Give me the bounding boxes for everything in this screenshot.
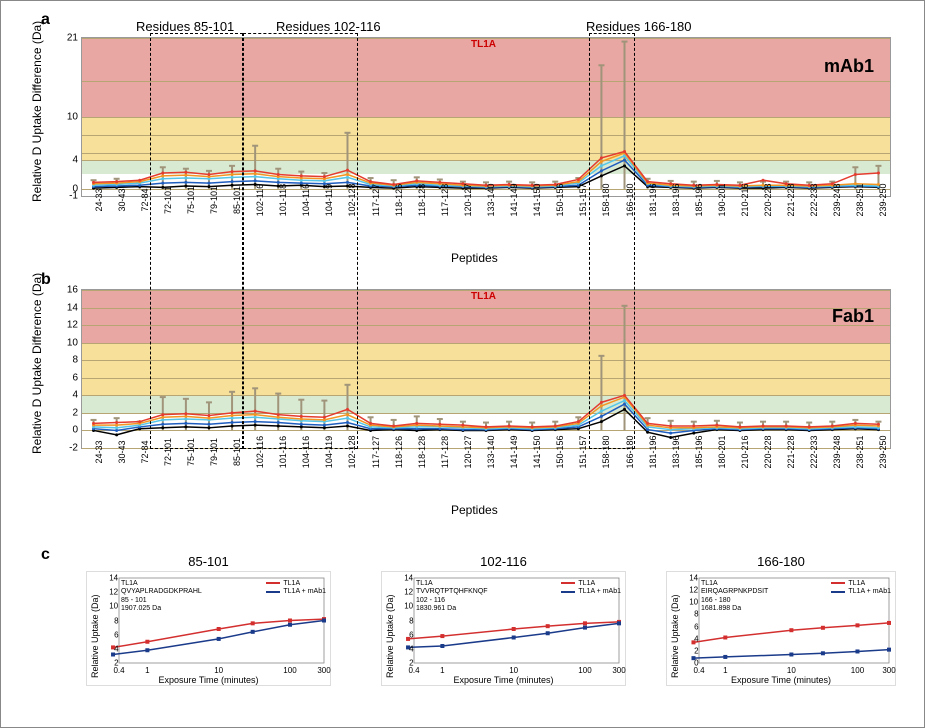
chart-b-tl1a: TL1A [471, 291, 496, 302]
chart-a-ylabel: Relative D Uptake Difference (Da) [30, 32, 44, 202]
chart-a-protein: mAb1 [824, 56, 874, 77]
panel-c-label: c [41, 546, 50, 564]
subchart-102-116: 102-11624681012140.4110100300Relative Up… [381, 571, 626, 686]
chart-a: Relative D Uptake Difference (Da) -10410… [81, 37, 891, 197]
subchart-166-180: 166-180024681012140.4110100300Relative U… [666, 571, 896, 686]
region-label-2: Residues 102-116 [276, 19, 381, 34]
chart-b-ylabel: Relative D Uptake Difference (Da) [30, 284, 44, 454]
chart-a-xlabel: Peptides [451, 251, 498, 265]
region-label-1: Residues 85-101 [136, 19, 234, 34]
subchart-85-101: 85-10124681012140.4110100300Relative Upt… [86, 571, 331, 686]
chart-a-tl1a: TL1A [471, 39, 496, 50]
chart-b-xlabel: Peptides [451, 503, 498, 517]
chart-b-protein: Fab1 [832, 306, 874, 327]
chart-b: Relative D Uptake Difference (Da) -20246… [81, 289, 891, 449]
region-label-3: Residues 166-180 [586, 19, 692, 34]
